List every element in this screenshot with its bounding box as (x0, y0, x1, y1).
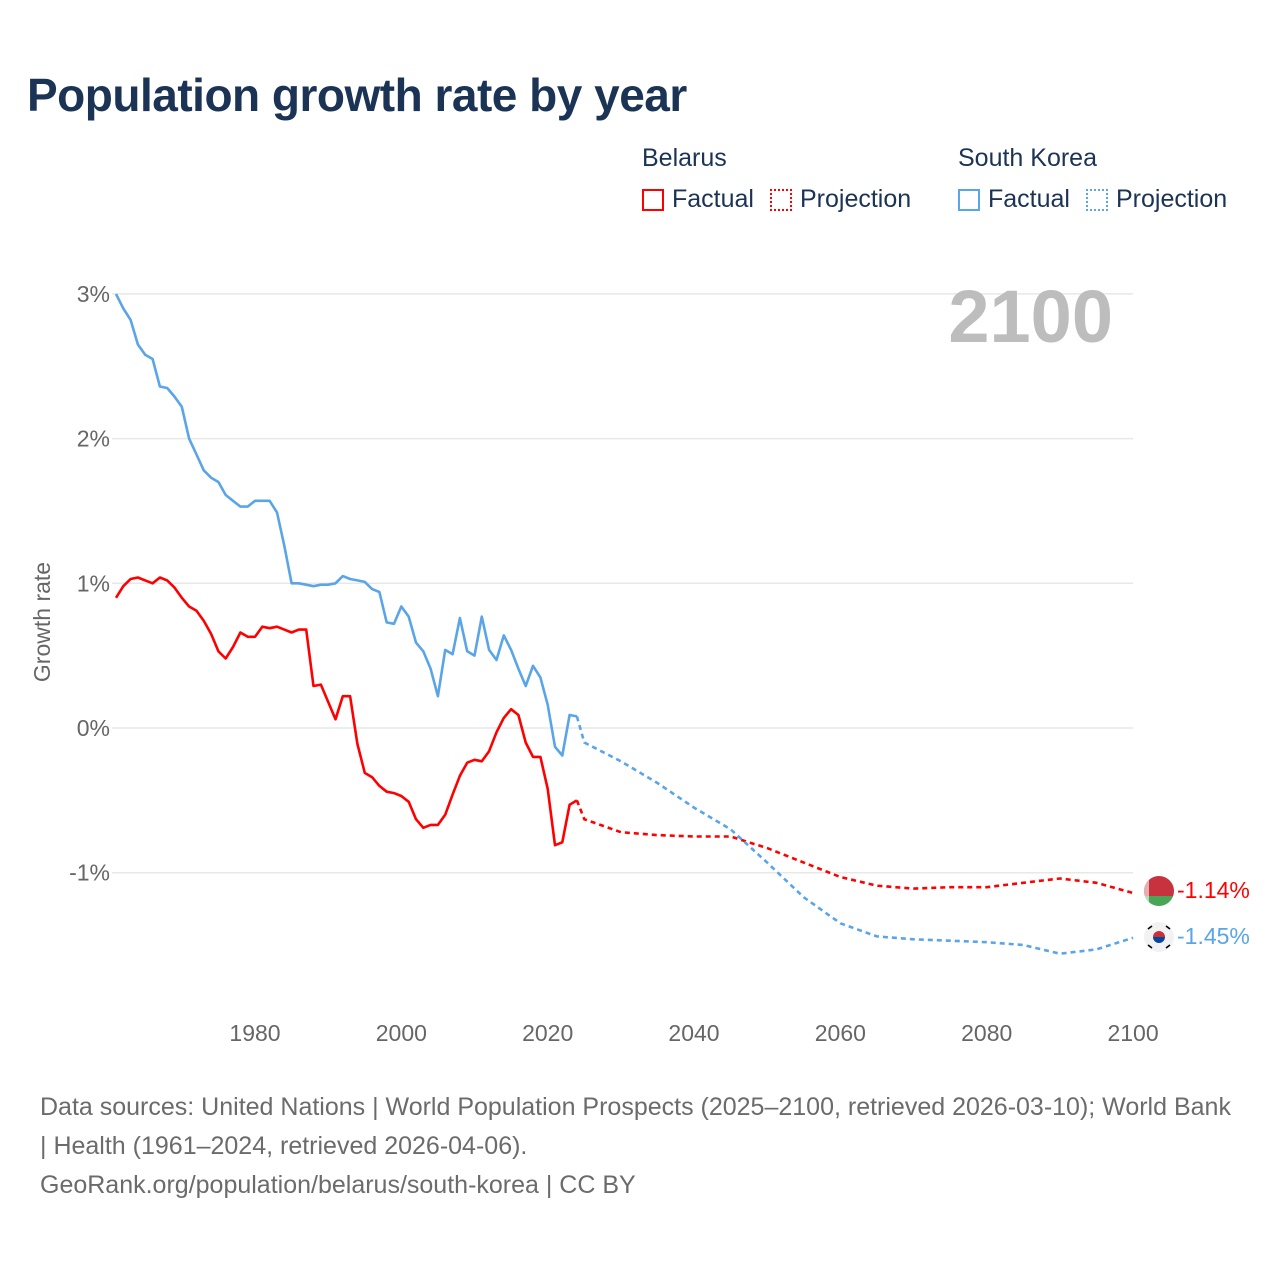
y-tick-label: 0% (77, 715, 110, 741)
swatch-solid-icon (642, 188, 664, 211)
legend-label: Projection (799, 185, 912, 213)
swatch-dotted-icon (769, 188, 792, 211)
x-tick-label: 2080 (961, 1020, 1012, 1046)
belarus-end-label: -1.14% (1177, 877, 1250, 903)
belarus-projection-line (575, 799, 1134, 895)
x-tick-label: 2040 (668, 1020, 719, 1046)
x-tick-label: 2000 (376, 1020, 427, 1046)
legend-south-korea-factual[interactable]: Factual (958, 185, 1070, 214)
south-korea-end-label: -1.45% (1177, 923, 1250, 949)
swatch-dotted-icon (1085, 188, 1108, 211)
legend-belarus-projection[interactable]: Projection (769, 185, 912, 214)
y-tick-label: 1% (77, 570, 110, 596)
legend-belarus-factual[interactable]: Factual (642, 185, 754, 214)
legend-label: Factual (988, 185, 1070, 213)
y-axis-label: Growth rate (29, 562, 55, 682)
x-tick-label: 1980 (229, 1020, 280, 1046)
south-korea-projection-line (575, 716, 1134, 956)
chart-title: Population growth rate by year (27, 69, 687, 121)
south-korea-flag-icon (1144, 922, 1174, 952)
legend-south-korea-projection[interactable]: Projection (1085, 185, 1228, 214)
x-tick-label: 2100 (1107, 1020, 1158, 1046)
south-korea-factual-line (114, 293, 578, 757)
belarus-flag-icon (1144, 876, 1174, 906)
legend-group-title: South Korea (958, 144, 1097, 172)
legend-south-korea: South Korea Factual Projection (958, 144, 1243, 214)
footer: Data sources: United Nations | World Pop… (40, 1088, 1240, 1205)
legend-label: Projection (1115, 185, 1228, 213)
legend-group-title: Belarus (642, 144, 727, 172)
belarus-factual-line (114, 576, 578, 847)
y-tick-label: 2% (77, 426, 110, 452)
x-tick-label: 2020 (522, 1020, 573, 1046)
swatch-solid-icon (958, 188, 980, 211)
legend-belarus: Belarus Factual Projection (642, 144, 927, 214)
legend-label: Factual (672, 185, 754, 213)
y-tick-label: -1% (69, 860, 110, 886)
x-tick-label: 2060 (815, 1020, 866, 1046)
credit-link[interactable]: GeoRank.org/population/belarus/south-kor… (40, 1171, 636, 1199)
y-tick-label: 3% (77, 281, 110, 307)
year-label: 2100 (948, 275, 1113, 358)
data-sources: Data sources: United Nations | World Pop… (40, 1093, 1231, 1160)
